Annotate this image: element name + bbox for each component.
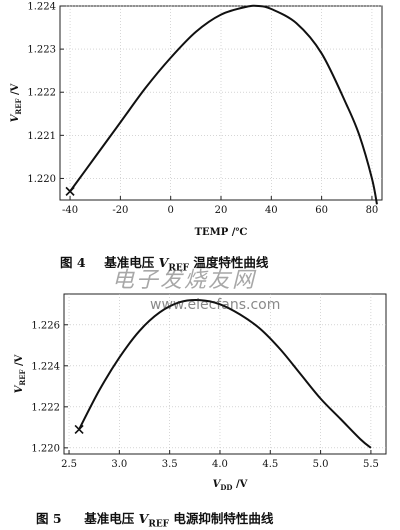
x-tick-label: 2.5 xyxy=(61,459,77,470)
x-tick-label: -40 xyxy=(62,205,78,216)
y-tick-label: 1.224 xyxy=(27,2,56,13)
x-tick-label: 80 xyxy=(366,205,379,216)
caption-number: 图 4 xyxy=(60,255,86,270)
watermark-cn: 电子发烧友网 xyxy=(112,268,257,293)
caption-subscript: REF xyxy=(148,519,170,530)
x-tick-label: -20 xyxy=(112,205,128,216)
x-axis-label: TEMP /℃ xyxy=(195,227,248,238)
y-axis-label: VREF /V xyxy=(10,83,23,122)
caption-subscript: REF xyxy=(168,263,190,274)
caption-symbol: V xyxy=(158,255,169,270)
y-tick-label: 1.222 xyxy=(31,402,60,413)
caption-text-pre: 基准电压 xyxy=(104,255,159,270)
series-line xyxy=(78,299,372,449)
series-line xyxy=(69,4,378,205)
plot-frame xyxy=(59,5,383,201)
x-axis-label: VDD /V xyxy=(213,479,248,492)
y-tick-label: 1.222 xyxy=(27,88,56,99)
temperature-chart: -40 -20 0 20 40 60 80 1.220 1.221 1.222 1.223 1.22… xyxy=(10,2,383,238)
caption-symbol: V xyxy=(138,511,149,526)
x-tick-label: 0 xyxy=(168,205,174,216)
start-marker xyxy=(74,424,84,434)
x-tick-label: 4.5 xyxy=(262,459,278,470)
x-tick-label: 3.5 xyxy=(162,459,178,470)
watermark-url: www.elecfans.com xyxy=(150,297,281,313)
x-tick-label: 5.5 xyxy=(363,459,379,470)
x-tick-label: 40 xyxy=(265,205,278,216)
x-tick-label: 60 xyxy=(315,205,328,216)
x-tick-label: 20 xyxy=(215,205,228,216)
y-axis-label: VREF /V xyxy=(14,354,27,393)
y-tick-label: 1.220 xyxy=(27,174,56,185)
y-tick-label: 1.226 xyxy=(31,320,60,331)
start-marker xyxy=(65,186,75,196)
y-tick-label: 1.223 xyxy=(27,45,56,56)
caption-text-post: 电源抑制特性曲线 xyxy=(169,511,274,526)
x-tick-label: 3.0 xyxy=(111,459,127,470)
x-tick-label: 5.0 xyxy=(313,459,329,470)
caption-text-post: 温度特性曲线 xyxy=(189,255,269,270)
y-tick-label: 1.221 xyxy=(27,131,56,142)
supply-rejection-chart: 2.5 3.0 3.5 4.0 4.5 5.0 5.5 1.220 1.222 1.224 1.2… xyxy=(14,293,387,492)
caption-number: 图 5 xyxy=(36,511,62,526)
y-tick-label: 1.220 xyxy=(31,443,60,454)
figure-caption-5: 图 5 基准电压 VREF 电源抑制特性曲线 xyxy=(36,508,273,530)
plot-frame xyxy=(63,293,387,455)
figure-caption-4: 图 4 基准电压 VREF 温度特性曲线 xyxy=(60,252,268,274)
y-tick-label: 1.224 xyxy=(31,361,60,372)
x-tick-label: 4.0 xyxy=(212,459,228,470)
caption-text-pre: 基准电压 xyxy=(84,511,139,526)
